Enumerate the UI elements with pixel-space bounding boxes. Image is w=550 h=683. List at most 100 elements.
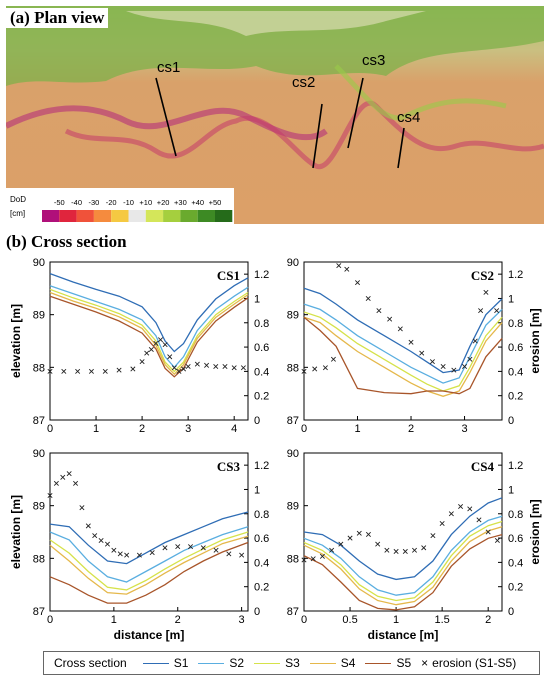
dod-color-6: [145, 210, 164, 222]
legend-swatch-s3: [254, 662, 281, 664]
y2-tick-label: 0.4: [508, 366, 523, 378]
erosion-point: [439, 520, 445, 527]
erosion-point: [185, 364, 191, 370]
y2-tick-label: 0.6: [254, 342, 269, 354]
erosion-point: [365, 295, 371, 301]
dod-tick-label: -50: [54, 198, 65, 207]
y2-tick-label: 0.8: [508, 318, 523, 330]
erosion-point: [75, 368, 81, 374]
section-label-cs1: cs1: [157, 59, 180, 76]
x-tick-label: 0: [301, 423, 307, 435]
y2-tick-label: 1.2: [508, 460, 523, 472]
vegetation-band: [6, 6, 544, 86]
y-axis-label: elevation [m]: [9, 304, 23, 378]
dod-color-2: [76, 210, 94, 222]
chart-cs1: 0 1 2 3 4 87 88 89 90 0 0.2 0.4 0.6 0.8 1 1.2 CS1 elevati…: [9, 257, 269, 435]
y2-tick-label: 0.2: [254, 391, 269, 403]
x-tick-label: 3: [185, 423, 191, 435]
erosion-point: [483, 289, 489, 295]
series-line-s4: [303, 316, 503, 397]
dod-color-10: [215, 210, 233, 222]
dod-tick-label: +50: [209, 198, 222, 207]
x-tick-label: 0: [47, 614, 53, 626]
erosion-point: [194, 361, 200, 367]
erosion-point: [330, 356, 336, 362]
x-tick-label: 0: [47, 423, 53, 435]
erosion-point: [467, 506, 473, 512]
y2-axis-label: erosion [m]: [528, 499, 542, 564]
plan-view-title: (a) Plan view: [6, 8, 109, 28]
erosion-point: [213, 547, 219, 553]
erosion-point: [148, 346, 154, 353]
y2-axis-label: erosion [m]: [528, 308, 542, 373]
erosion-point: [181, 366, 187, 372]
y-tick-label: 88: [33, 553, 45, 565]
legend-item-s3: S3: [254, 656, 300, 670]
y-tick-label: 87: [287, 415, 299, 427]
erosion-point: [458, 503, 464, 509]
erosion-point: [319, 553, 325, 559]
y-tick-label: 89: [287, 310, 299, 322]
erosion-point: [384, 547, 390, 553]
erosion-point: [130, 366, 136, 372]
erosion-point: [60, 474, 66, 480]
dod-scale: DoD [cm] -50 -40 -30 -20 -10 +10 +20 +30 +40 +50: [6, 188, 234, 224]
erosion-point: [402, 548, 408, 554]
series-line-s5: [303, 316, 503, 395]
legend-label-erosion: erosion (S1-S5): [432, 656, 517, 670]
erosion-point: [356, 530, 362, 536]
erosion-point: [204, 362, 210, 368]
y2-tick-label: 1.2: [508, 269, 523, 281]
section-line-cs4: [397, 127, 405, 169]
erosion-point: [98, 537, 104, 544]
dod-tick-label: +10: [139, 198, 152, 207]
plan-view-map: cs1 cs2 cs3 cs4 DoD [cm] -50 -40 -30 -20 -10…: [6, 6, 544, 224]
erosion-point: [411, 547, 418, 553]
erosion-point: [485, 529, 491, 535]
erosion-point: [116, 367, 122, 373]
erosion-point: [440, 364, 446, 370]
plot-frame: [303, 452, 503, 612]
erosion-point: [162, 342, 168, 348]
erosion-point: [462, 364, 468, 370]
erosion-band-upper: [6, 105, 328, 141]
x-axis-label: distance [m]: [114, 628, 185, 642]
erosion-point: [329, 547, 335, 553]
legend-item-s4: S4: [309, 656, 355, 670]
erosion-markers: [47, 337, 246, 374]
erosion-point: [421, 545, 427, 551]
y2-tick-label: 0.2: [508, 391, 523, 403]
series-line-s4: [49, 291, 249, 376]
series-line-s1: [49, 272, 249, 353]
y2-tick-label: 0: [508, 606, 514, 618]
erosion-point: [430, 533, 436, 539]
plot-frame: [49, 452, 249, 612]
chart-cs2: 0 1 2 3 87 88 89 90 0 0.2 0.4 0.6 0.8 1 1.2 CS2 erosion …: [287, 257, 542, 435]
series-line-s1: [303, 497, 503, 581]
y-tick-label: 90: [33, 257, 45, 269]
erosion-point: [393, 548, 399, 554]
x-axis-label: distance [m]: [368, 628, 439, 642]
cross-section-title: (b) Cross section: [6, 232, 127, 251]
series-line-s3: [303, 520, 503, 602]
erosion-point: [429, 359, 435, 365]
series-line-s1: [303, 287, 503, 374]
panel-title: CS4: [471, 459, 495, 474]
erosion-point: [187, 544, 194, 550]
dod-tick-label: -30: [88, 198, 99, 207]
y-tick-label: 88: [287, 553, 299, 565]
y2-tick-label: 1: [254, 484, 260, 496]
y-tick-label: 90: [287, 448, 299, 460]
dod-tick-label: -20: [106, 198, 117, 207]
erosion-point: [231, 365, 237, 371]
y-tick-label: 89: [287, 501, 299, 513]
erosion-point: [354, 280, 361, 286]
legend-item-s1: S1: [142, 656, 188, 670]
y-tick-label: 87: [33, 415, 45, 427]
x-tick-label: 1.5: [434, 614, 449, 626]
erosion-point: [376, 308, 382, 314]
x-tick-label: 3: [239, 614, 245, 626]
erosion-point: [61, 368, 67, 374]
erosion-point: [102, 368, 108, 374]
erosion-point: [88, 368, 94, 374]
